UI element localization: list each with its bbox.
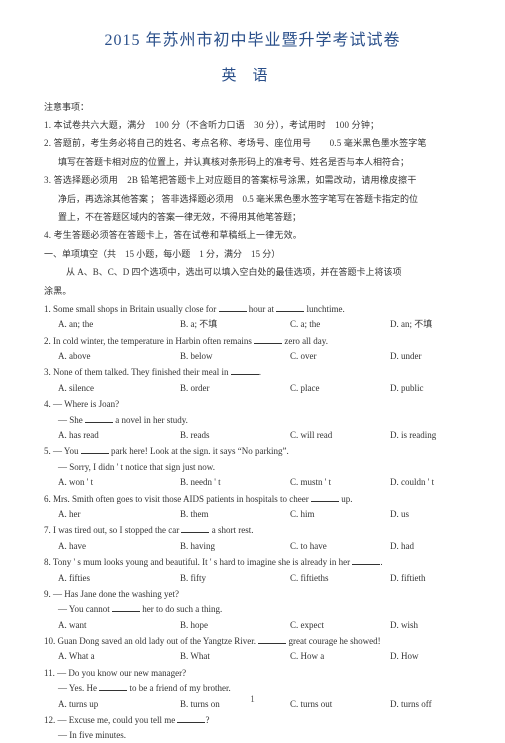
notice-header: 注意事项： [44,100,461,114]
q5: 5. — You park here! Look at the sign. it… [44,444,461,458]
q5-opts: A. won ' tB. needn ' tC. mustn ' tD. cou… [44,475,461,489]
q11: 11. — Do you know our new manager? [44,666,461,680]
q2: 2. In cold winter, the temperature in Ha… [44,334,461,348]
q5-sub: — Sorry, I didn ' t notice that sign jus… [44,460,461,474]
section-1-sub2: 涂黑。 [44,284,461,298]
q6-opts: A. herB. themC. himD. us [44,507,461,521]
q7: 7. I was tired out, so I stopped the car… [44,523,461,537]
title-main: 2015 年苏州市初中毕业暨升学考试试卷 [44,28,461,54]
notice-1: 1. 本试卷共六大题，满分 100 分（不含听力口语 30 分），考试用时 10… [44,118,461,132]
q1-opts: A. an; theB. a; 不填C. a; theD. an; 不填 [44,317,461,331]
q10: 10. Guan Dong saved an old lady out of t… [44,634,461,648]
q8: 8. Tony ' s mum looks young and beautifu… [44,555,461,569]
notice-4: 4. 考生答题必须答在答题卡上，答在试卷和草稿纸上一律无效。 [44,228,461,242]
notice-2: 2. 答题前，考生务必将自己的姓名、考点名称、考场号、座位用号 0.5 毫米黑色… [44,136,461,150]
q9-sub: — You cannot her to do such a thing. [44,602,461,616]
q4-opts: A. has readB. readsC. will readD. is rea… [44,428,461,442]
q1: 1. Some small shops in Britain usually c… [44,302,461,316]
q10-opts: A. What aB. WhatC. How aD. How [44,649,461,663]
section-1-sub: 从 A、B、C、D 四个选项中，选出可以填入空白处的最佳选项，并在答题卡上将该项 [44,265,461,279]
title-sub: 英语 [44,64,461,88]
q7-opts: A. haveB. havingC. to haveD. had [44,539,461,553]
q4-sub: — She a novel in her study. [44,413,461,427]
q9: 9. — Has Jane done the washing yet? [44,587,461,601]
notice-2b: 填写在答题卡相对应的位置上，并认真核对条形码上的准考号、姓名是否与本人相符合； [44,155,461,169]
page-number: 1 [0,692,505,706]
notice-3c: 置上，不在答题区域内的答案一律无效，不得用其他笔答题； [44,210,461,224]
q8-opts: A. fiftiesB. fiftyC. fiftiethsD. fiftiet… [44,571,461,585]
q12-sub: — In five minutes. [44,728,461,742]
q6: 6. Mrs. Smith often goes to visit those … [44,492,461,506]
q3: 3. None of them talked. They finished th… [44,365,461,379]
q2-opts: A. aboveB. belowC. overD. under [44,349,461,363]
notice-3: 3. 答选择题必须用 2B 铅笔把答题卡上对应题目的答案标号涂黑，如需改动，请用… [44,173,461,187]
q9-opts: A. wantB. hopeC. expectD. wish [44,618,461,632]
notice-3b: 净后，再选涂其他答案 ； 答非选择题必须用 0.5 毫米黑色墨水签字笔写在答题卡… [44,192,461,206]
q12: 12. — Excuse me, could you tell me ? [44,713,461,727]
q4: 4. — Where is Joan? [44,397,461,411]
section-1-head: 一、单项填空（共 15 小题，每小题 1 分，满分 15 分） [44,247,461,261]
q3-opts: A. silenceB. orderC. placeD. public [44,381,461,395]
